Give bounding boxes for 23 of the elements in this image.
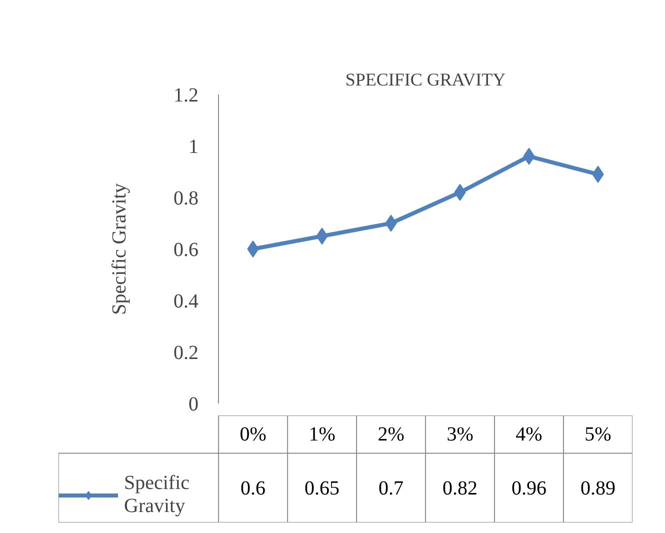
x-tick-label: 5% <box>584 423 612 446</box>
x-tick-label: 1% <box>308 423 336 446</box>
data-label: 0.7 <box>378 477 404 500</box>
y-tick-label: 0.4 <box>174 290 198 312</box>
chart-title: SPECIFIC GRAVITY <box>345 70 506 90</box>
y-tick-label: 0 <box>188 394 198 416</box>
x-tick-label: 4% <box>516 423 542 446</box>
point <box>247 240 259 258</box>
data-label: 0.96 <box>512 477 547 500</box>
y-tick-label: 1.2 <box>174 84 198 106</box>
y-axis-title: Specific Gravity <box>108 183 130 315</box>
legend-label: Specific Gravity <box>124 472 190 518</box>
y-tick-label: 0.8 <box>174 188 198 210</box>
y-tick-label: 0.2 <box>174 342 198 364</box>
data-label: 0.82 <box>442 477 478 500</box>
x-tick-label: 2% <box>378 423 404 446</box>
x-tick-label: 3% <box>446 423 474 446</box>
y-tick-label: 1 <box>188 136 198 158</box>
x-tick-label: 0% <box>240 423 266 446</box>
data-label: 0.89 <box>580 477 616 500</box>
y-tick-label: 0.6 <box>174 239 198 261</box>
data-label: 0.6 <box>240 477 266 500</box>
data-label: 0.65 <box>304 477 340 500</box>
